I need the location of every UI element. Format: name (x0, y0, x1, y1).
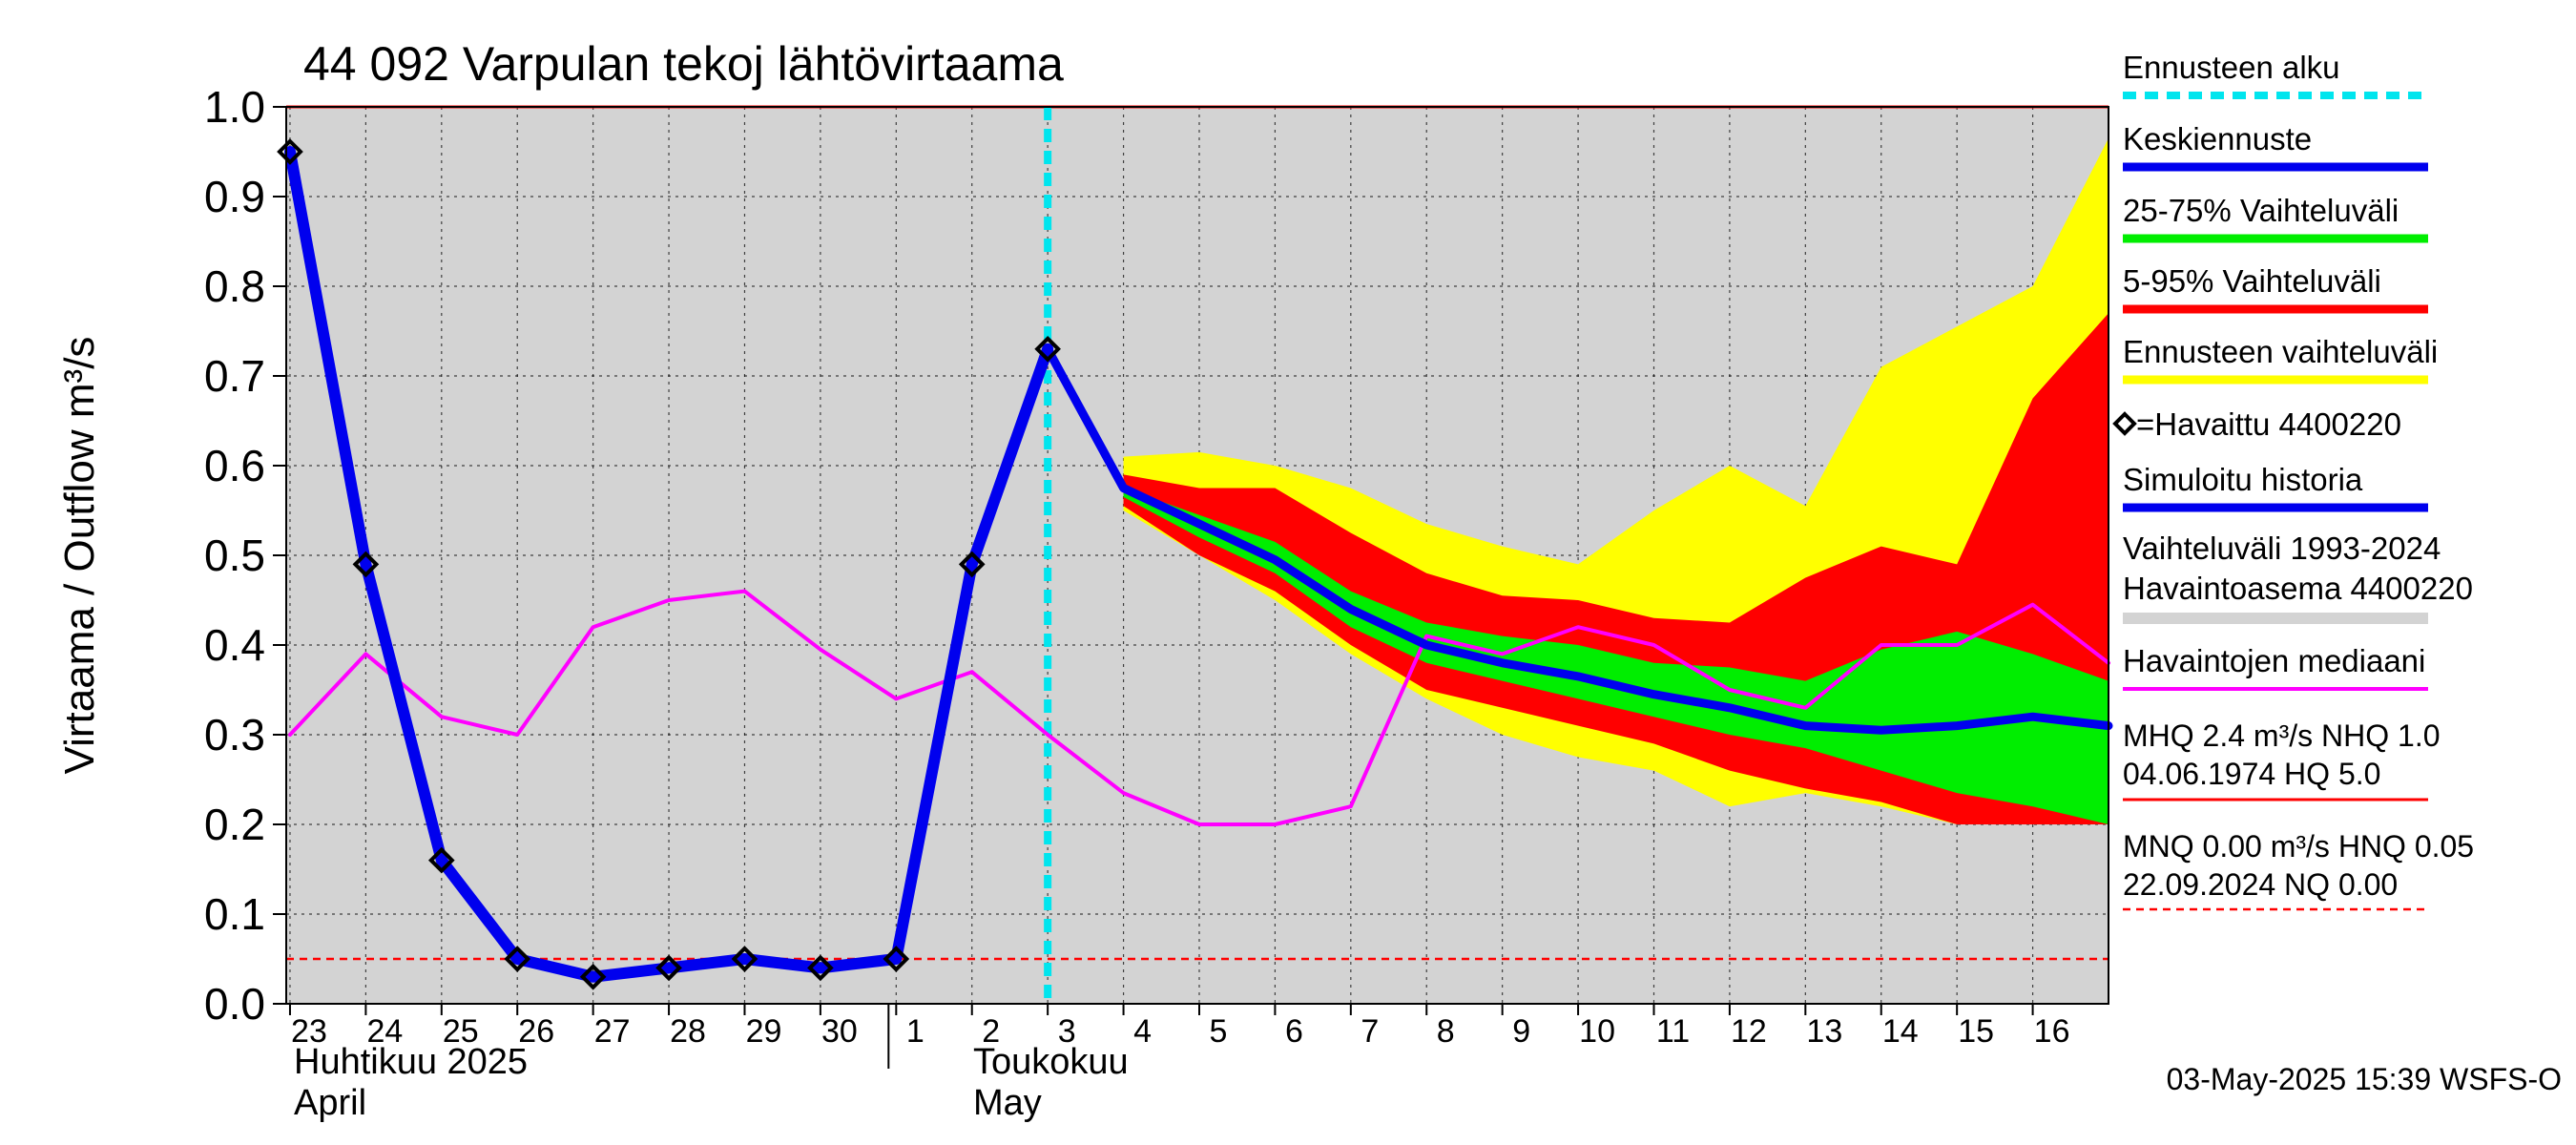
x-tick-label: 14 (1882, 1013, 1919, 1050)
x-tick-label: 10 (1579, 1013, 1615, 1050)
x-tick-label: 25 (443, 1013, 479, 1050)
month-label-may-en: May (973, 1083, 1042, 1123)
x-tick-label: 26 (518, 1013, 554, 1050)
mean-forecast-line (1043, 344, 2113, 735)
legend-label-vaihteluv-li-1993-2024: Vaihteluväli 1993-2024 (2123, 531, 2441, 566)
x-tick-label: 23 (291, 1013, 327, 1050)
band-25-75-vaihteluv-li (1123, 488, 2109, 824)
x-tick-label: 28 (670, 1013, 706, 1050)
legend-stat-nq-line2: 22.09.2024 NQ 0.00 (2123, 867, 2398, 902)
observed-markers (277, 138, 1061, 990)
median-line (287, 589, 2110, 826)
legend-marker-icon (2112, 411, 2137, 436)
x-tick-label: 2 (982, 1013, 1000, 1050)
legend-label-havaintoasema-4400220: Havaintoasema 4400220 (2123, 571, 2473, 606)
x-tick-label: 8 (1437, 1013, 1455, 1050)
y-axis: 0.0 0.1 0.2 0.3 0.4 0.5 0.6 0.7 0.8 0.9 1.0 (204, 82, 286, 1029)
legend-label-ennusteen-vaihteluv-li: Ennusteen vaihteluväli (2123, 334, 2438, 369)
y-tick-label: 0.8 (204, 261, 265, 311)
y-tick-label: 1.0 (204, 82, 265, 132)
observed-point (352, 551, 380, 578)
legend-stat-nq-line1: MNQ 0.00 m³/s HNQ 0.05 (2123, 829, 2474, 864)
x-tick-label: 3 (1058, 1013, 1076, 1050)
observed-point (731, 946, 758, 972)
x-tick-label: 7 (1361, 1013, 1379, 1050)
y-tick-label: 0.9 (204, 172, 265, 221)
simulated-history-line (283, 146, 1054, 983)
x-tick-label: 11 (1656, 1013, 1690, 1050)
legend: Ennusteen alku Keskiennuste 25-75% Vaihtel… (2112, 50, 2474, 911)
x-tick-label: 12 (1731, 1013, 1767, 1050)
y-tick-label: 0.2 (204, 800, 265, 849)
x-tick-label: 29 (746, 1013, 782, 1050)
legend-label-simuloitu-historia: Simuloitu historia (2123, 462, 2363, 497)
y-tick-label: 0.6 (204, 441, 265, 490)
y-tick-label: 0.1 (204, 889, 265, 939)
y-tick-label: 0.3 (204, 710, 265, 760)
legend-label-ennusteen-alku: Ennusteen alku (2123, 50, 2340, 85)
legend-stat-hq-line1: MHQ 2.4 m³/s NHQ 1.0 (2123, 718, 2441, 753)
x-tick-label: 27 (594, 1013, 631, 1050)
forecast-bands (1123, 137, 2109, 824)
observed-point (277, 138, 303, 165)
y-tick-label: 0.0 (204, 979, 265, 1029)
y-axis-label: Virtaama / Outflow m³/s (56, 337, 103, 775)
y-tick-label: 0.7 (204, 351, 265, 401)
month-label-april-fi: Huhtikuu 2025 (294, 1042, 528, 1082)
x-tick-label: 5 (1210, 1013, 1228, 1050)
legend-stat-hq-line2: 04.06.1974 HQ 5.0 (2123, 757, 2380, 791)
observed-point (807, 954, 834, 982)
month-label-may-fi: Toukokuu (973, 1042, 1129, 1082)
x-tick-label: 6 (1285, 1013, 1303, 1050)
x-tick-label: 15 (1958, 1013, 1994, 1050)
x-axis: 23 24 25 26 27 28 29 30 1 2 3 4 5 6 7 8 9 10 11 12 13 14 15 16 (288, 1004, 2070, 1069)
x-tick-label: 30 (821, 1013, 858, 1050)
x-tick-label: 4 (1133, 1013, 1152, 1050)
observed-point (958, 551, 986, 578)
series-lines (283, 146, 2113, 983)
x-tick-label: 24 (366, 1013, 403, 1050)
x-tick-label: 9 (1512, 1013, 1530, 1050)
footer-timestamp: 03-May-2025 15:39 WSFS-O (2167, 1062, 2562, 1096)
legend-label-25-75-vaihteluv-li: 25-75% Vaihteluväli (2123, 193, 2399, 228)
legend-label-havaintojen-mediaani: Havaintojen mediaani (2123, 643, 2425, 678)
observed-point (579, 963, 607, 990)
month-label-april-en: April (294, 1083, 366, 1123)
legend-label--havaittu-4400220: =Havaittu 4400220 (2136, 406, 2401, 442)
observed-point (1034, 335, 1061, 363)
legend-label-keskiennuste: Keskiennuste (2123, 121, 2312, 156)
x-tick-label: 16 (2034, 1013, 2070, 1050)
observed-point (504, 946, 531, 972)
observed-point (883, 946, 910, 972)
y-tick-label: 0.4 (204, 620, 265, 670)
x-tick-label: 1 (906, 1013, 924, 1050)
x-tick-label: 13 (1806, 1013, 1842, 1050)
chart-title: 44 092 Varpulan tekoj lähtövirtaama (303, 37, 1064, 91)
observed-point (655, 954, 682, 982)
legend-label-5-95-vaihteluv-li: 5-95% Vaihteluväli (2123, 263, 2381, 299)
y-tick-label: 0.5 (204, 531, 265, 580)
observed-point (427, 846, 455, 874)
